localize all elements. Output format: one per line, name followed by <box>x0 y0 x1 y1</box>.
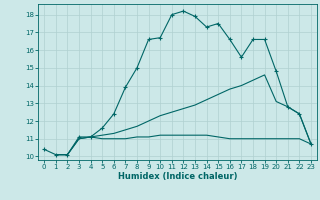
X-axis label: Humidex (Indice chaleur): Humidex (Indice chaleur) <box>118 172 237 181</box>
